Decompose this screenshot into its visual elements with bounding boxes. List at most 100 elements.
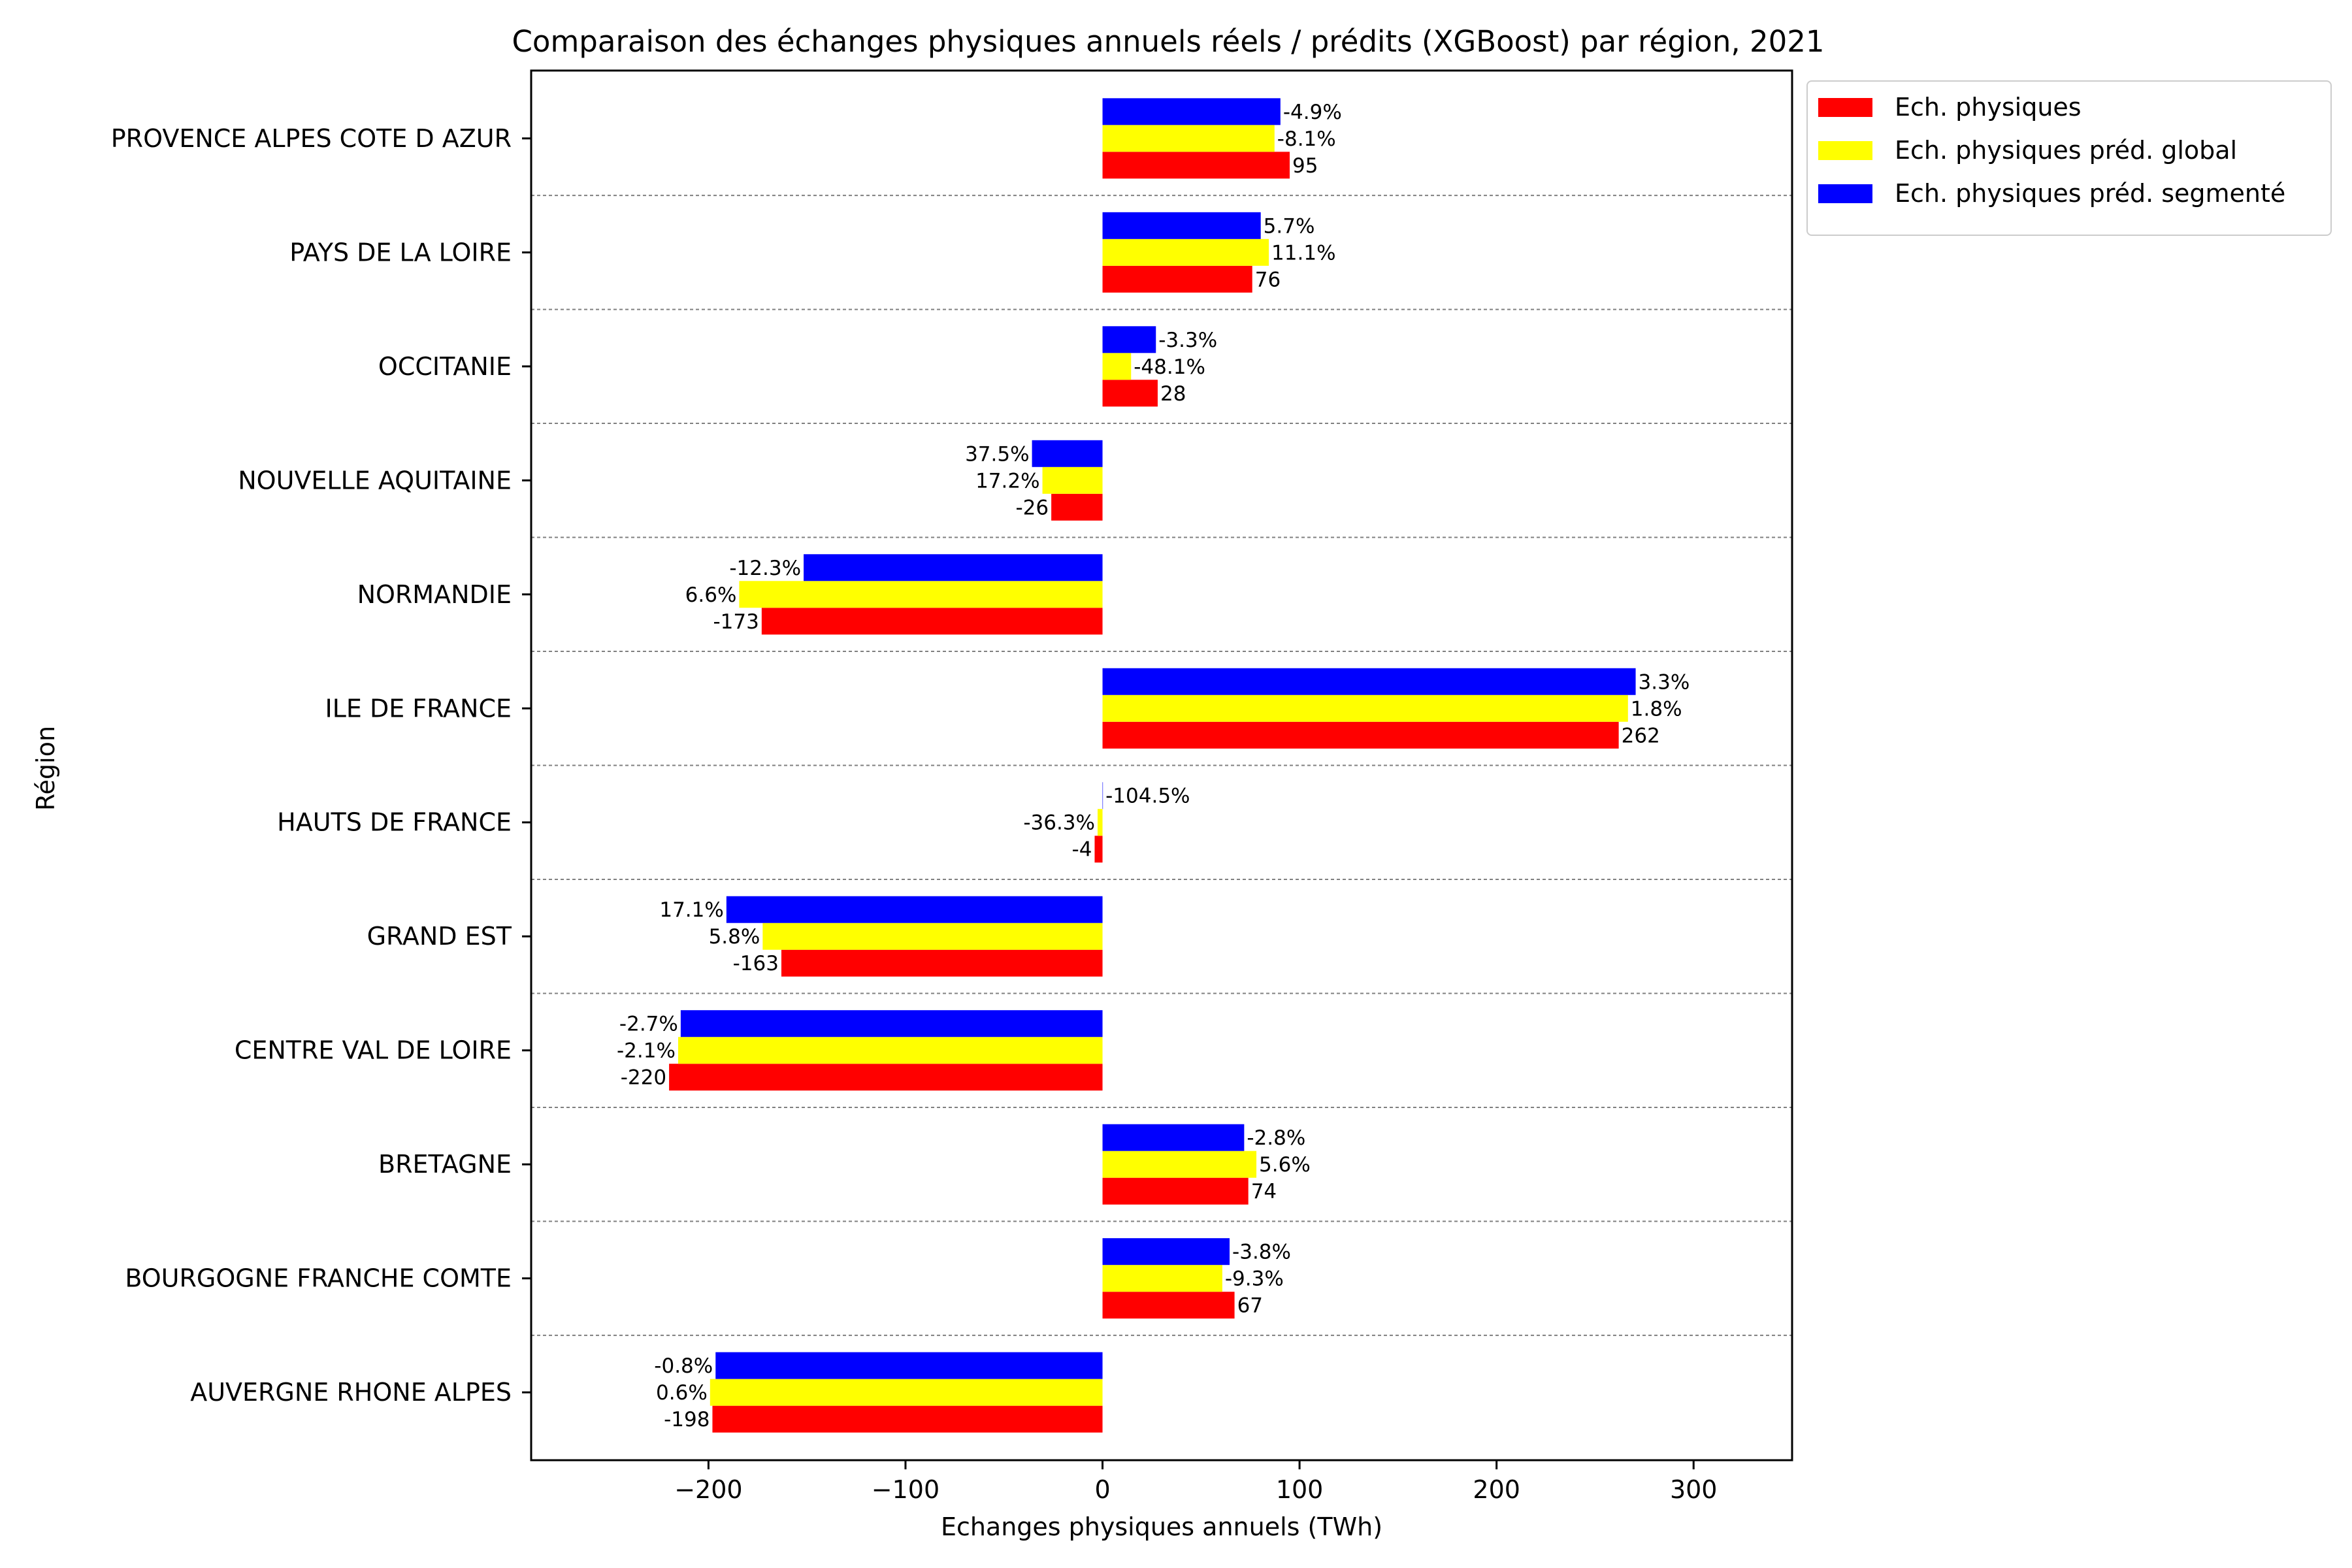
bar-label-ech-physiques-pred-segmente-ile-de-france: 3.3% <box>1639 670 1690 694</box>
bar-ech-physiques-pred-global-centre-val-de-loire <box>678 1037 1103 1064</box>
chart-title: Comparaison des échanges physiques annue… <box>512 24 1825 59</box>
bar-ech-physiques-bretagne <box>1102 1177 1249 1205</box>
bar-ech-physiques-pred-segmente-occitanie <box>1102 326 1156 353</box>
bar-ech-physiques-occitanie <box>1102 380 1158 407</box>
bar-ech-physiques-pred-segmente-centre-val-de-loire <box>680 1010 1103 1037</box>
bar-label-ech-physiques-grand-est: -163 <box>733 952 779 975</box>
bar-ech-physiques-pred-segmente-auvergne-rhone-alpes <box>715 1352 1103 1379</box>
legend-label-ech-physiques-pred-global: Ech. physiques préd. global <box>1895 136 2237 165</box>
bar-label-ech-physiques-pays-de-la-loire: 76 <box>1255 268 1281 291</box>
bar-ech-physiques-pred-global-bretagne <box>1102 1151 1257 1178</box>
bar-label-ech-physiques-bretagne: 74 <box>1251 1180 1277 1203</box>
bar-ech-physiques-nouvelle-aquitaine <box>1051 493 1103 521</box>
y-tick-label-centre-val-de-loire: CENTRE VAL DE LOIRE <box>235 1036 512 1065</box>
y-tick-label-nouvelle-aquitaine: NOUVELLE AQUITAINE <box>238 466 512 495</box>
bar-label-ech-physiques-nouvelle-aquitaine: -26 <box>1015 496 1049 519</box>
bar-label-ech-physiques-pred-segmente-occitanie: -3.3% <box>1158 329 1217 352</box>
bars-group <box>669 98 1636 1433</box>
legend-label-ech-physiques-pred-segmente: Ech. physiques préd. segmenté <box>1895 179 2285 208</box>
bar-ech-physiques-grand-est <box>781 949 1103 977</box>
bar-ech-physiques-pred-segmente-pays-de-la-loire <box>1102 212 1261 239</box>
y-tick-label-ile-de-france: ILE DE FRANCE <box>325 694 512 723</box>
bar-label-ech-physiques-pred-global-auvergne-rhone-alpes: 0.6% <box>656 1381 708 1405</box>
y-axis-label: Région <box>31 726 60 811</box>
y-tick-label-bretagne: BRETAGNE <box>378 1150 512 1179</box>
bar-label-ech-physiques-pred-global-nouvelle-aquitaine: 17.2% <box>975 469 1039 493</box>
bar-ech-physiques-pred-global-grand-est <box>762 923 1103 950</box>
bar-ech-physiques-pred-segmente-ile-de-france <box>1102 668 1636 695</box>
bar-label-ech-physiques-pred-global-pays-de-la-loire: 11.1% <box>1271 241 1335 265</box>
bar-label-ech-physiques-pred-segmente-normandie: -12.3% <box>729 557 801 580</box>
bar-label-ech-physiques-pred-global-ile-de-france: 1.8% <box>1631 697 1682 721</box>
x-tick-label: −100 <box>872 1475 939 1504</box>
bar-label-ech-physiques-pred-global-grand-est: 5.8% <box>709 925 760 949</box>
bar-ech-physiques-pred-global-auvergne-rhone-alpes <box>710 1379 1103 1406</box>
bar-ech-physiques-centre-val-de-loire <box>669 1064 1103 1091</box>
bar-ech-physiques-pred-segmente-provence-alpes-cote-d-azur <box>1102 98 1281 125</box>
bar-label-ech-physiques-pred-global-occitanie: -48.1% <box>1134 355 1205 379</box>
bar-label-ech-physiques-centre-val-de-loire: -220 <box>621 1066 666 1090</box>
bar-ech-physiques-pred-segmente-bourgogne-franche-comte <box>1102 1238 1230 1266</box>
bar-label-ech-physiques-pred-segmente-grand-est: 17.1% <box>659 898 723 922</box>
bar-label-ech-physiques-pred-segmente-bretagne: -2.8% <box>1247 1126 1305 1150</box>
bar-ech-physiques-bourgogne-franche-comte <box>1102 1292 1235 1319</box>
bar-label-ech-physiques-pred-segmente-centre-val-de-loire: -2.7% <box>619 1013 678 1036</box>
bar-label-ech-physiques-pred-global-normandie: 6.6% <box>685 583 737 607</box>
bar-label-ech-physiques-pred-segmente-auvergne-rhone-alpes: -0.8% <box>654 1354 713 1378</box>
y-tick-label-occitanie: OCCITANIE <box>378 352 512 381</box>
bar-label-ech-physiques-pred-segmente-pays-de-la-loire: 5.7% <box>1264 214 1315 238</box>
y-tick-label-grand-est: GRAND EST <box>367 922 512 951</box>
legend-label-ech-physiques: Ech. physiques <box>1895 93 2082 122</box>
x-tick-label: 0 <box>1094 1475 1110 1504</box>
x-tick-label: 200 <box>1473 1475 1520 1504</box>
bar-label-ech-physiques-bourgogne-franche-comte: 67 <box>1237 1294 1263 1318</box>
legend: Ech. physiques Ech. physiques préd. globa… <box>1806 80 2332 236</box>
x-tick-label: 300 <box>1670 1475 1718 1504</box>
bar-ech-physiques-pred-global-occitanie <box>1102 353 1132 380</box>
bar-label-ech-physiques-pred-global-provence-alpes-cote-d-azur: -8.1% <box>1277 127 1336 151</box>
bar-ech-physiques-pred-global-nouvelle-aquitaine <box>1042 466 1103 494</box>
bar-label-ech-physiques-pred-segmente-provence-alpes-cote-d-azur: -4.9% <box>1283 101 1342 124</box>
legend-swatch-ech-physiques-pred-global <box>1818 141 1872 160</box>
bar-ech-physiques-auvergne-rhone-alpes <box>712 1405 1103 1433</box>
bar-ech-physiques-pred-segmente-normandie <box>804 554 1103 581</box>
bar-label-ech-physiques-pred-segmente-hauts-de-france: -104.5% <box>1105 785 1190 808</box>
legend-frame <box>1806 80 2332 236</box>
bar-ech-physiques-hauts-de-france <box>1094 836 1103 863</box>
bar-label-ech-physiques-pred-global-hauts-de-france: -36.3% <box>1023 811 1095 835</box>
bar-ech-physiques-pred-segmente-bretagne <box>1102 1124 1245 1151</box>
bar-ech-physiques-pred-global-hauts-de-france <box>1097 809 1103 836</box>
bar-ech-physiques-pred-global-bourgogne-franche-comte <box>1102 1265 1222 1292</box>
bar-ech-physiques-pred-global-normandie <box>739 581 1103 608</box>
bar-ech-physiques-pred-global-ile-de-france <box>1102 694 1628 722</box>
bar-label-ech-physiques-occitanie: 28 <box>1160 382 1186 406</box>
bar-label-ech-physiques-pred-segmente-nouvelle-aquitaine: 37.5% <box>965 442 1029 466</box>
x-tick-label: −200 <box>674 1475 742 1504</box>
bar-label-ech-physiques-pred-global-centre-val-de-loire: -2.1% <box>617 1039 676 1063</box>
bar-ech-physiques-normandie <box>761 608 1103 635</box>
x-tick-label: 100 <box>1276 1475 1324 1504</box>
y-ticks-group: AUVERGNE RHONE ALPES BOURGOGNE FRANCHE CO… <box>111 124 531 1407</box>
bar-ech-physiques-pays-de-la-loire <box>1102 265 1252 293</box>
y-tick-label-normandie: NORMANDIE <box>357 580 512 609</box>
y-tick-label-auvergne-rhone-alpes: AUVERGNE RHONE ALPES <box>190 1378 512 1407</box>
bar-label-ech-physiques-provence-alpes-cote-d-azur: 95 <box>1292 154 1318 178</box>
bar-label-ech-physiques-pred-global-bourgogne-franche-comte: -9.3% <box>1225 1267 1284 1291</box>
bar-label-ech-physiques-normandie: -173 <box>713 610 759 634</box>
bar-label-ech-physiques-pred-segmente-bourgogne-franche-comte: -3.8% <box>1232 1241 1291 1264</box>
y-tick-label-pays-de-la-loire: PAYS DE LA LOIRE <box>289 238 512 267</box>
plot-frame <box>530 69 1793 1462</box>
y-tick-label-hauts-de-france: HAUTS DE FRANCE <box>277 808 512 837</box>
bar-labels-group: -198 0.6% -0.8% 67 -9.3% -3.8% 74 5.6% -2.8% -220… <box>617 101 1690 1431</box>
bar-label-ech-physiques-ile-de-france: 262 <box>1622 724 1660 747</box>
bar-ech-physiques-ile-de-france <box>1102 721 1619 749</box>
x-ticks-group: −200 −100 0 100 200 300 <box>674 1460 1717 1504</box>
bar-ech-physiques-pred-segmente-nouvelle-aquitaine <box>1032 440 1103 467</box>
bar-ech-physiques-pred-global-provence-alpes-cote-d-azur <box>1102 125 1275 152</box>
y-tick-label-provence-alpes-cote-d-azur: PROVENCE ALPES COTE D AZUR <box>111 124 512 153</box>
legend-swatch-ech-physiques <box>1818 98 1872 117</box>
legend-swatch-ech-physiques-pred-segmente <box>1818 184 1872 203</box>
bar-label-ech-physiques-pred-global-bretagne: 5.6% <box>1259 1153 1311 1177</box>
